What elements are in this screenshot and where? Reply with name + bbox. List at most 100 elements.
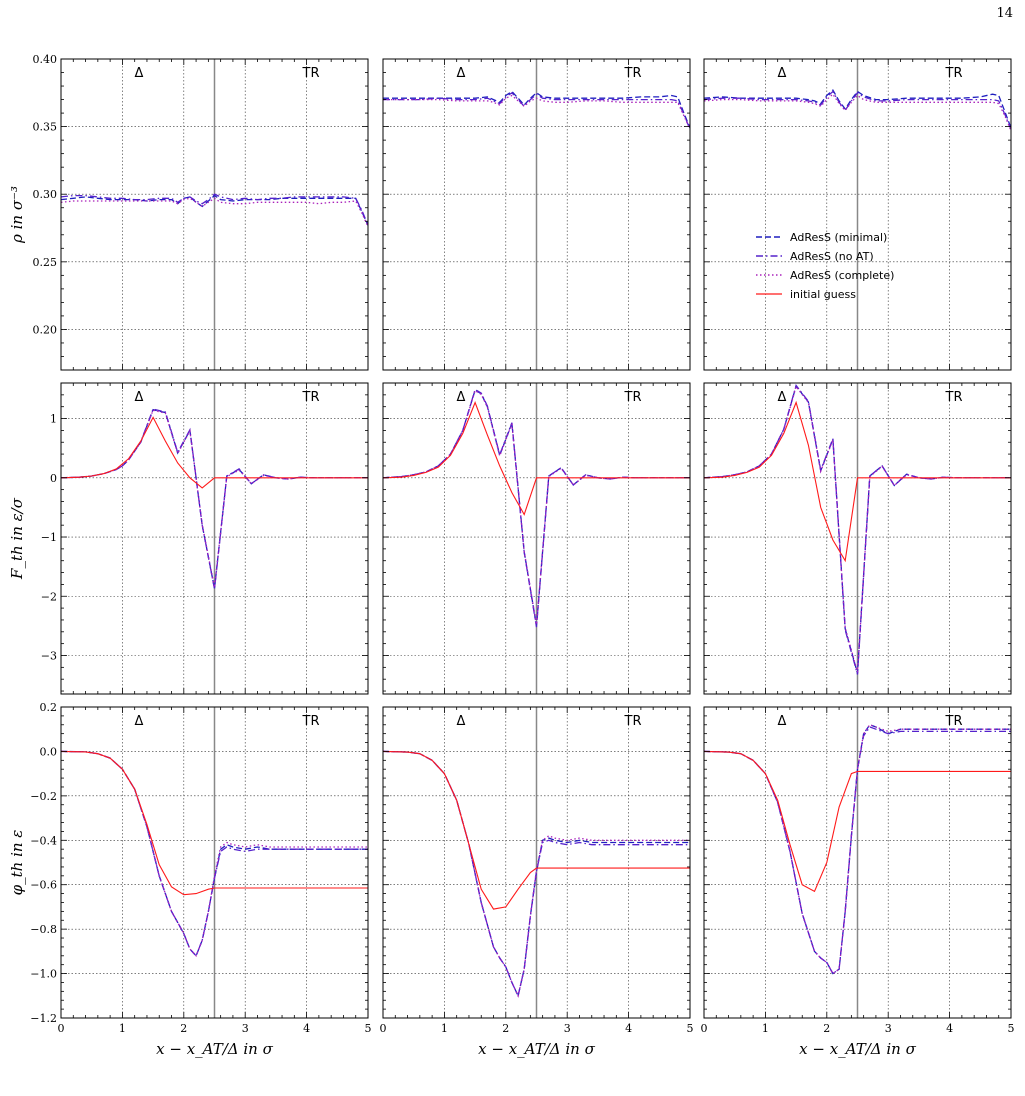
series-line-initial-guess — [61, 750, 368, 896]
panel-potential-2: 0 1 2 3 4 5 Δ TR x − x_AT/Δ in σ — [380, 706, 694, 1058]
x-tick-label: 0 — [380, 1022, 387, 1035]
series-line-adress-complete — [383, 389, 690, 625]
x-tick-label: 0 — [701, 1022, 708, 1035]
region-label-tr: TR — [945, 714, 963, 729]
y-tick-label: 0.30 — [33, 188, 58, 201]
region-label-delta: Δ — [778, 66, 787, 81]
series-line-adress-no-at — [383, 91, 690, 130]
series-line-adress-no-at — [704, 90, 1011, 130]
panel-frame — [703, 706, 1012, 1019]
x-axis-label: x − x_AT/Δ in σ — [478, 1040, 595, 1058]
x-tick-label: 3 — [242, 1022, 249, 1035]
x-tick-label: 1 — [119, 1022, 126, 1035]
panel-frame — [382, 382, 691, 695]
panel-frame — [60, 382, 369, 695]
y-tick-label: −0.8 — [30, 923, 57, 936]
x-tick-label: 4 — [303, 1022, 310, 1035]
region-label-delta: Δ — [457, 390, 466, 405]
region-label-tr: TR — [302, 714, 320, 729]
series-line-initial-guess — [704, 400, 1011, 563]
x-tick-label: 3 — [885, 1022, 892, 1035]
series-line-adress-complete — [704, 93, 1011, 131]
x-tick-label: 4 — [946, 1022, 953, 1035]
x-tick-label: 5 — [365, 1022, 372, 1035]
panel-frame — [703, 382, 1012, 695]
legend-entry: AdResS (no AT) — [790, 250, 874, 263]
x-tick-label: 2 — [823, 1022, 830, 1035]
y-tick-label: 0.25 — [33, 256, 58, 269]
x-tick-label: 4 — [625, 1022, 632, 1035]
panel-frame — [382, 706, 691, 1019]
y-tick-label: −1 — [41, 531, 57, 544]
panel-force-1: −3 −2 −1 0 1 Δ TR F_th in ε/σ — [8, 382, 369, 695]
y-tick-label: 0.0 — [40, 745, 58, 758]
series-line-initial-guess — [383, 400, 690, 516]
series-line-adress-complete — [61, 750, 368, 958]
series-line-initial-guess — [704, 750, 1011, 893]
x-tick-label: 0 — [58, 1022, 65, 1035]
region-label-tr: TR — [302, 66, 320, 81]
panel-force-2: Δ TR — [382, 382, 691, 695]
x-axis-label: x − x_AT/Δ in σ — [156, 1040, 273, 1058]
region-label-delta: Δ — [135, 66, 144, 81]
page-number: 14 — [996, 6, 1013, 21]
y-axis-label: ρ in σ⁻³ — [8, 186, 26, 244]
y-tick-label: −2 — [41, 590, 57, 603]
x-tick-label: 2 — [180, 1022, 187, 1035]
y-tick-label: −3 — [41, 649, 57, 662]
y-tick-label: 1 — [50, 413, 57, 426]
series-line-adress-no-at — [61, 408, 368, 590]
x-axis-label: x − x_AT/Δ in σ — [799, 1040, 916, 1058]
x-tick-label: 1 — [762, 1022, 769, 1035]
panel-frame — [60, 58, 369, 371]
region-label-delta: Δ — [778, 714, 787, 729]
legend-entry: AdResS (minimal) — [790, 231, 887, 244]
y-tick-label: 0.35 — [33, 121, 58, 134]
y-tick-label: −0.2 — [30, 790, 57, 803]
panel-frame — [60, 706, 369, 1019]
region-label-tr: TR — [624, 714, 642, 729]
region-label-tr: TR — [945, 390, 963, 405]
panel-force-3: Δ TR — [703, 382, 1012, 695]
region-label-tr: TR — [945, 66, 963, 81]
series-line-adress-complete — [704, 385, 1011, 673]
panel-density-2: Δ TR — [382, 58, 691, 371]
y-tick-label: 0.20 — [33, 323, 58, 336]
region-label-delta: Δ — [457, 66, 466, 81]
x-tick-label: 3 — [564, 1022, 571, 1035]
region-label-delta: Δ — [457, 714, 466, 729]
y-tick-label: 0.40 — [33, 53, 58, 66]
panel-frame — [382, 58, 691, 371]
panel-potential-3: 0 1 2 3 4 5 Δ TR x − x_AT/Δ in σ — [701, 706, 1015, 1058]
legend-entry: initial guess — [790, 288, 856, 301]
y-tick-label: 0 — [50, 472, 57, 485]
region-label-delta: Δ — [135, 390, 144, 405]
y-tick-label: −0.4 — [30, 834, 57, 847]
legend-entry: AdResS (complete) — [790, 269, 894, 282]
region-label-tr: TR — [624, 390, 642, 405]
y-tick-label: −0.6 — [30, 879, 57, 892]
y-tick-label: −1.2 — [30, 1012, 57, 1025]
panel-potential-1: −1.2 −1.0 −0.8 −0.6 −0.4 −0.2 0.0 0.2 0 1 2 3 4 5 Δ TR φ… — [8, 701, 372, 1058]
series-line-initial-guess — [383, 750, 690, 910]
series-line-adress-minimal — [704, 89, 1011, 129]
y-axis-label: F_th in ε/σ — [8, 497, 26, 580]
panel-density-3: Δ TR AdResS (minimal) AdResS (no AT) AdResS … — [703, 58, 1012, 371]
x-tick-label: 1 — [441, 1022, 448, 1035]
region-label-delta: Δ — [135, 714, 144, 729]
region-label-delta: Δ — [778, 390, 787, 405]
region-label-tr: TR — [624, 66, 642, 81]
x-tick-label: 2 — [502, 1022, 509, 1035]
x-tick-label: 5 — [1008, 1022, 1015, 1035]
series-line-initial-guess — [61, 416, 368, 489]
y-tick-label: −1.0 — [30, 968, 57, 981]
series-line-adress-complete — [61, 197, 368, 227]
region-label-tr: TR — [302, 390, 320, 405]
x-tick-label: 5 — [687, 1022, 694, 1035]
panel-frame — [703, 58, 1012, 371]
y-tick-label: 0.2 — [40, 701, 58, 714]
series-line-adress-complete — [61, 409, 368, 588]
y-axis-label: φ_th in ε — [8, 830, 26, 896]
panel-density-1: 0.20 0.25 0.30 0.35 0.40 Δ TR ρ in σ⁻³ — [8, 53, 369, 371]
